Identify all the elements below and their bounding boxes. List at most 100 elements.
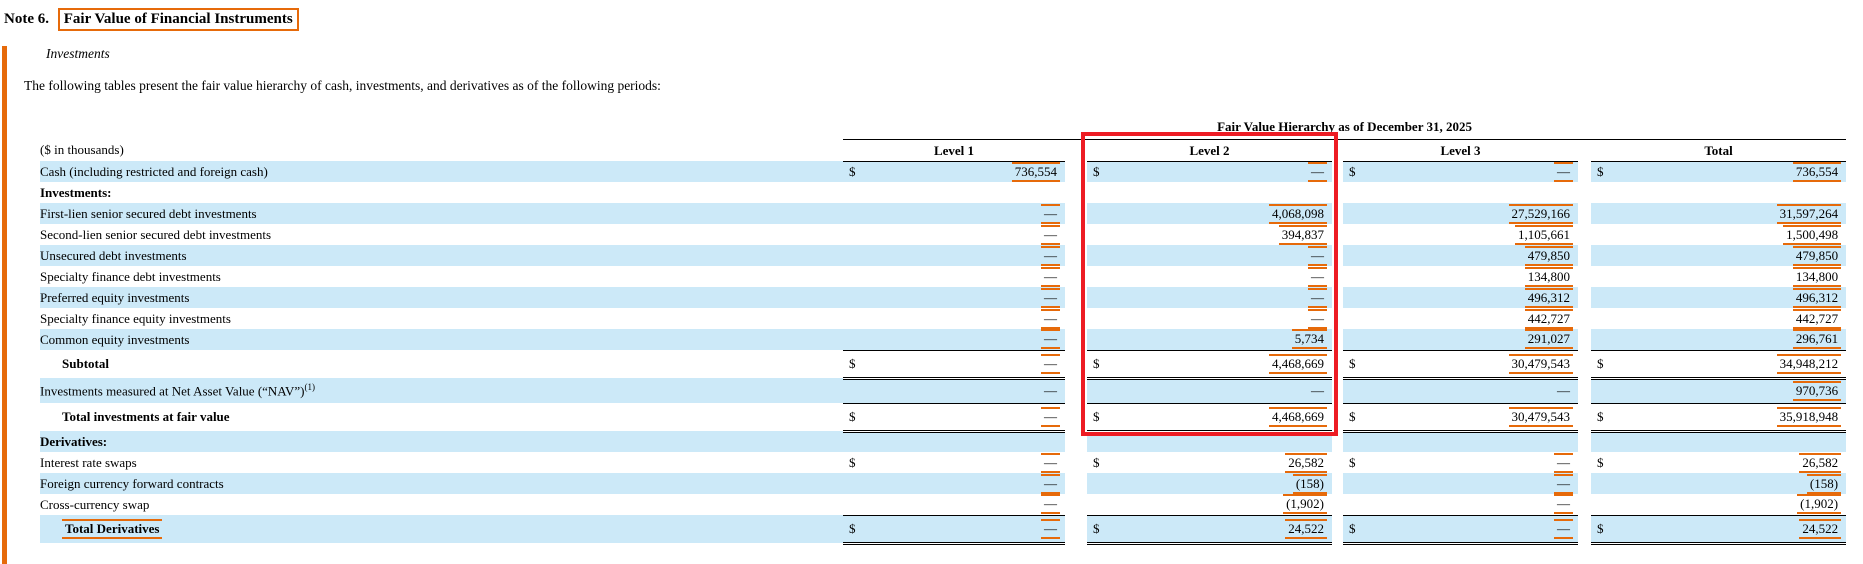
cell-value: 30,479,543 (1508, 353, 1573, 374)
column-spacer (820, 403, 843, 431)
column-spacer (1578, 287, 1591, 308)
cell-value: (158) (1292, 473, 1327, 494)
cell-value: 970,736 (1792, 381, 1842, 401)
currency-symbol: $ (1349, 408, 1356, 424)
table-row: Unsecured debt investments — — 479,850 479,8… (40, 245, 1847, 266)
row-label-cell: Cross-currency swap (40, 494, 820, 515)
cell-value: — (1308, 308, 1327, 329)
column-spacer (1578, 224, 1591, 245)
value-cell: $4,468,669 (1087, 403, 1332, 433)
column-spacer (1065, 431, 1087, 452)
column-spacer (820, 515, 843, 543)
note-heading: Note 6. Fair Value of Financial Instrume… (4, 8, 299, 31)
cell-value: 31,597,264 (1776, 203, 1842, 224)
row-label-cell: Interest rate swaps (40, 452, 820, 473)
cell-value: 291,027 (1524, 329, 1573, 350)
cell-value: 26,582 (1285, 452, 1327, 473)
cell-value: 24,522 (1285, 518, 1327, 539)
cell-value: — (1041, 287, 1060, 308)
row-label: Subtotal (62, 356, 109, 371)
row-label-cell: Total investments at fair value (40, 403, 820, 431)
currency-symbol: $ (849, 355, 856, 371)
row-label: Cross-currency swap (40, 496, 150, 512)
cell-value: 5,734 (1291, 329, 1327, 350)
value-cell: — (1087, 308, 1332, 329)
cell-value: (1,902) (1797, 494, 1842, 515)
value-cell: — (1087, 245, 1332, 266)
cell-value: — (1554, 452, 1573, 473)
cell-value: — (1554, 473, 1573, 494)
row-label: Derivatives: (40, 433, 108, 449)
column-spacer (1332, 182, 1343, 203)
currency-symbol: $ (849, 454, 856, 470)
column-spacer (1332, 350, 1343, 378)
value-cell: (1,902) (1591, 494, 1846, 515)
table-row: Specialty finance equity investments — — 44… (40, 308, 1846, 329)
table-row: Specialty finance debt investments — — 134,… (40, 266, 1846, 287)
currency-symbol: $ (1597, 520, 1604, 536)
value-cell: — (1087, 378, 1332, 404)
currency-symbol: $ (1597, 163, 1604, 179)
column-spacer (1578, 494, 1591, 515)
table-row: Interest rate swaps $ — $26,582 $ — $26,582 (40, 452, 1846, 473)
value-cell: $26,582 (1591, 452, 1846, 473)
column-spacer (820, 287, 843, 308)
column-spacer (1065, 329, 1087, 350)
cell-value: — (1041, 353, 1060, 374)
cell-value: 479,850 (1524, 245, 1573, 266)
value-cell: 4,068,098 (1087, 203, 1332, 224)
value-cell: 970,736 (1591, 378, 1847, 404)
column-spacer (1332, 378, 1343, 403)
column-spacer (1578, 473, 1591, 494)
value-cell: — (843, 245, 1065, 266)
value-cell: 442,727 (1591, 308, 1846, 329)
value-cell: $736,554 (1591, 161, 1847, 182)
column-header-level2: Level 2 (1087, 139, 1332, 162)
row-label: Second-lien senior secured debt investme… (40, 226, 272, 242)
column-spacer (1065, 139, 1087, 161)
column-spacer (1578, 308, 1591, 329)
row-label: Preferred equity investments (40, 289, 190, 305)
table-row: Total investments at fair value $ — $4,468,… (40, 403, 1847, 433)
column-spacer (1578, 329, 1591, 350)
column-spacer (1332, 403, 1343, 431)
column-spacer (1578, 350, 1591, 378)
table-row: Investments: (40, 182, 1846, 203)
value-cell: 27,529,166 (1343, 203, 1578, 224)
table-header-row: ($ in thousands) Level 1 Level 2 Level 3… (40, 139, 1847, 162)
value-cell: 1,500,498 (1591, 224, 1846, 245)
cell-value: 134,800 (1792, 266, 1842, 287)
column-spacer (1065, 452, 1087, 473)
column-spacer (1332, 161, 1343, 182)
column-spacer (1332, 266, 1343, 287)
row-label: Total Derivatives (62, 519, 163, 539)
table-row: Total Derivatives $ — $24,522 $ — $24,522 (40, 514, 1847, 545)
value-cell: — (1087, 266, 1332, 287)
value-cell: — (843, 308, 1065, 329)
value-cell (1591, 182, 1846, 203)
cell-value: — (1308, 287, 1327, 308)
cell-value: — (1041, 245, 1060, 266)
table-row: Cross-currency swap — (1,902) — (1,902) (40, 494, 1846, 515)
table-title: Fair Value Hierarchy as of December 31, … (843, 115, 1847, 140)
column-spacer (1578, 431, 1591, 452)
note-number: Note 6. (4, 11, 49, 27)
column-spacer (1332, 287, 1343, 308)
value-cell: $ — (1343, 452, 1578, 473)
cell-value: — (1041, 266, 1060, 287)
value-cell: $4,468,669 (1087, 349, 1332, 380)
table-row: Derivatives: (40, 431, 1847, 452)
cell-value: 35,918,948 (1776, 406, 1842, 427)
column-spacer (1578, 266, 1591, 287)
currency-symbol: $ (1093, 454, 1100, 470)
column-spacer (1332, 329, 1343, 350)
value-cell: 1,105,661 (1343, 224, 1578, 245)
column-spacer (1065, 182, 1087, 203)
value-cell: — (843, 203, 1065, 224)
row-label-cell: Investments measured at Net Asset Value … (40, 378, 820, 403)
value-cell: $34,948,212 (1591, 349, 1847, 380)
table-row: Cash (including restricted and foreign c… (40, 161, 1847, 182)
table-row: Investments measured at Net Asset Value … (40, 378, 1847, 404)
row-label: Investments: (40, 184, 112, 200)
table-row: Second-lien senior secured debt investme… (40, 224, 1846, 245)
